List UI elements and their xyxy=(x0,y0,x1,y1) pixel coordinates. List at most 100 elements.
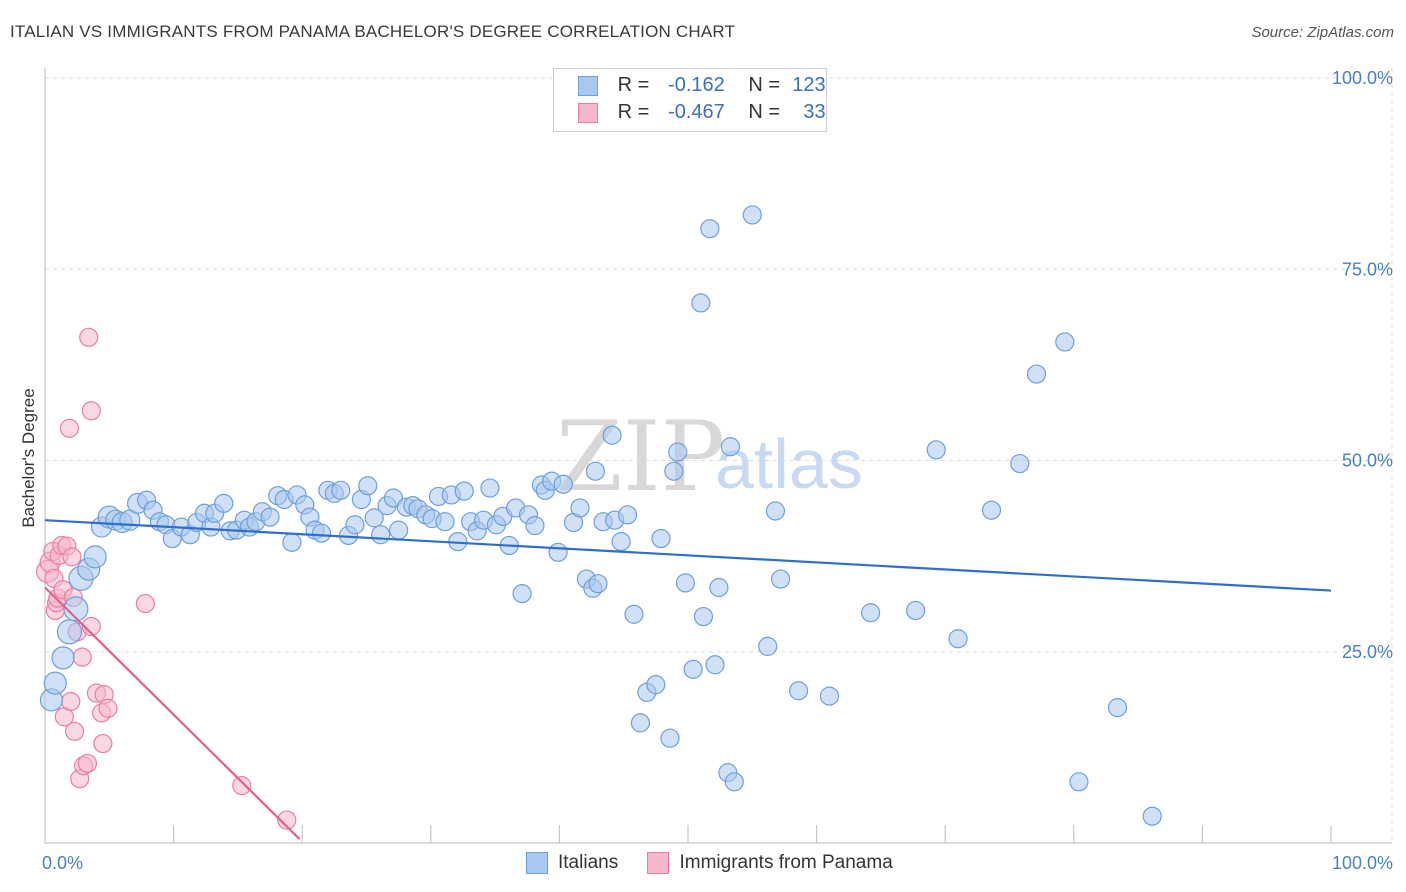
data-point xyxy=(43,671,67,695)
data-point xyxy=(331,480,351,500)
data-point xyxy=(1142,806,1162,826)
y-axis-label: Bachelor's Degree xyxy=(19,388,38,527)
data-point xyxy=(389,520,409,540)
data-point xyxy=(585,461,606,481)
data-point xyxy=(98,698,118,718)
data-point xyxy=(758,636,778,656)
legend-row-panama: R = -0.467 N = 33 xyxy=(578,101,826,127)
data-point xyxy=(64,721,85,741)
series-immigrants-from-panama xyxy=(35,327,297,830)
data-point xyxy=(1069,772,1089,792)
data-point xyxy=(51,646,75,670)
data-point xyxy=(93,733,113,754)
legend-n-value: 33 xyxy=(803,101,826,124)
data-point xyxy=(59,418,80,438)
data-point xyxy=(724,772,744,792)
data-point xyxy=(926,440,946,460)
chart-title: ITALIAN VS IMMIGRANTS FROM PANAMA BACHEL… xyxy=(10,22,736,41)
data-point xyxy=(63,596,89,622)
legend-box: R = -0.162 N = 123 R = -0.467 N = 33 xyxy=(553,68,827,132)
data-point xyxy=(660,728,680,748)
trend-line-panama xyxy=(44,586,301,840)
y-tick-label: 50.0% xyxy=(1342,451,1393,471)
data-point xyxy=(1026,364,1047,384)
data-point xyxy=(56,619,83,645)
data-point xyxy=(525,515,545,536)
data-point xyxy=(83,545,107,569)
data-point xyxy=(548,542,568,562)
source-label: Source: ZipAtlas.com xyxy=(1251,24,1394,41)
x-tick-label: 100.0% xyxy=(1332,853,1393,873)
data-point xyxy=(277,810,297,830)
data-point xyxy=(624,604,644,624)
data-point xyxy=(788,681,809,701)
bottom-legend-panama: Immigrants from Panama xyxy=(647,852,893,874)
data-point xyxy=(553,474,573,494)
data-point xyxy=(602,425,622,445)
data-point xyxy=(646,675,666,695)
data-point xyxy=(705,655,725,675)
data-point xyxy=(651,528,671,549)
data-point xyxy=(700,219,720,239)
data-point xyxy=(77,753,98,774)
data-point xyxy=(570,498,590,518)
watermark-atlas: atlas xyxy=(715,425,863,503)
data-point xyxy=(512,584,532,604)
data-point xyxy=(819,686,840,706)
watermark-zip: ZIP xyxy=(556,401,725,513)
data-point xyxy=(611,531,631,552)
bottom-legend-label: Italians xyxy=(558,852,619,873)
data-point xyxy=(1107,697,1128,718)
data-point xyxy=(79,327,99,347)
data-point xyxy=(1055,332,1075,352)
legend-n-label: N = xyxy=(748,101,781,124)
data-point xyxy=(81,401,101,421)
data-point xyxy=(691,293,711,313)
tick-labels: 25.0% 50.0% 75.0% 100.0% 0.0% 100.0% xyxy=(42,68,1393,873)
legend-r-label: R = xyxy=(617,74,650,97)
grid-lines xyxy=(45,68,1393,843)
legend-swatch-panama xyxy=(578,102,598,123)
data-point xyxy=(693,606,714,627)
data-point xyxy=(311,523,332,543)
data-point xyxy=(345,515,365,535)
data-point xyxy=(720,437,741,457)
data-point xyxy=(683,659,703,679)
data-point xyxy=(364,508,384,528)
data-point xyxy=(948,629,968,649)
data-point xyxy=(260,507,280,527)
legend-n-label: N = xyxy=(748,74,781,97)
legend-swatch-italians xyxy=(578,75,598,96)
bottom-legend: Italians Immigrants from Panama xyxy=(526,852,917,874)
y-tick-label: 75.0% xyxy=(1342,259,1393,279)
data-point xyxy=(617,505,638,525)
data-point xyxy=(72,647,92,667)
series-italians xyxy=(39,205,1162,826)
data-point xyxy=(1010,453,1030,474)
axes xyxy=(44,68,1392,844)
data-point xyxy=(282,532,302,552)
data-point xyxy=(358,476,378,496)
bottom-legend-italians: Italians xyxy=(526,852,618,874)
bottom-legend-label: Immigrants from Panama xyxy=(679,852,893,873)
data-point xyxy=(981,500,1002,520)
data-point xyxy=(135,593,155,614)
data-point xyxy=(454,481,474,501)
data-point xyxy=(588,574,608,594)
data-point xyxy=(770,569,791,589)
data-point xyxy=(232,776,252,796)
legend-r-value: -0.467 xyxy=(668,101,725,124)
data-point xyxy=(742,205,762,225)
legend-row-italians: R = -0.162 N = 123 xyxy=(578,74,826,100)
legend-n-value: 123 xyxy=(792,74,826,97)
data-point xyxy=(435,512,455,532)
x-tick-label: 0.0% xyxy=(42,853,83,873)
data-point xyxy=(630,713,651,733)
data-point xyxy=(861,603,881,623)
y-tick-label: 100.0% xyxy=(1332,68,1393,88)
data-point xyxy=(675,573,696,593)
trend-line-italians xyxy=(44,519,1332,592)
data-point xyxy=(664,461,684,481)
legend-r-value: -0.162 xyxy=(668,74,725,97)
data-point xyxy=(81,616,101,637)
